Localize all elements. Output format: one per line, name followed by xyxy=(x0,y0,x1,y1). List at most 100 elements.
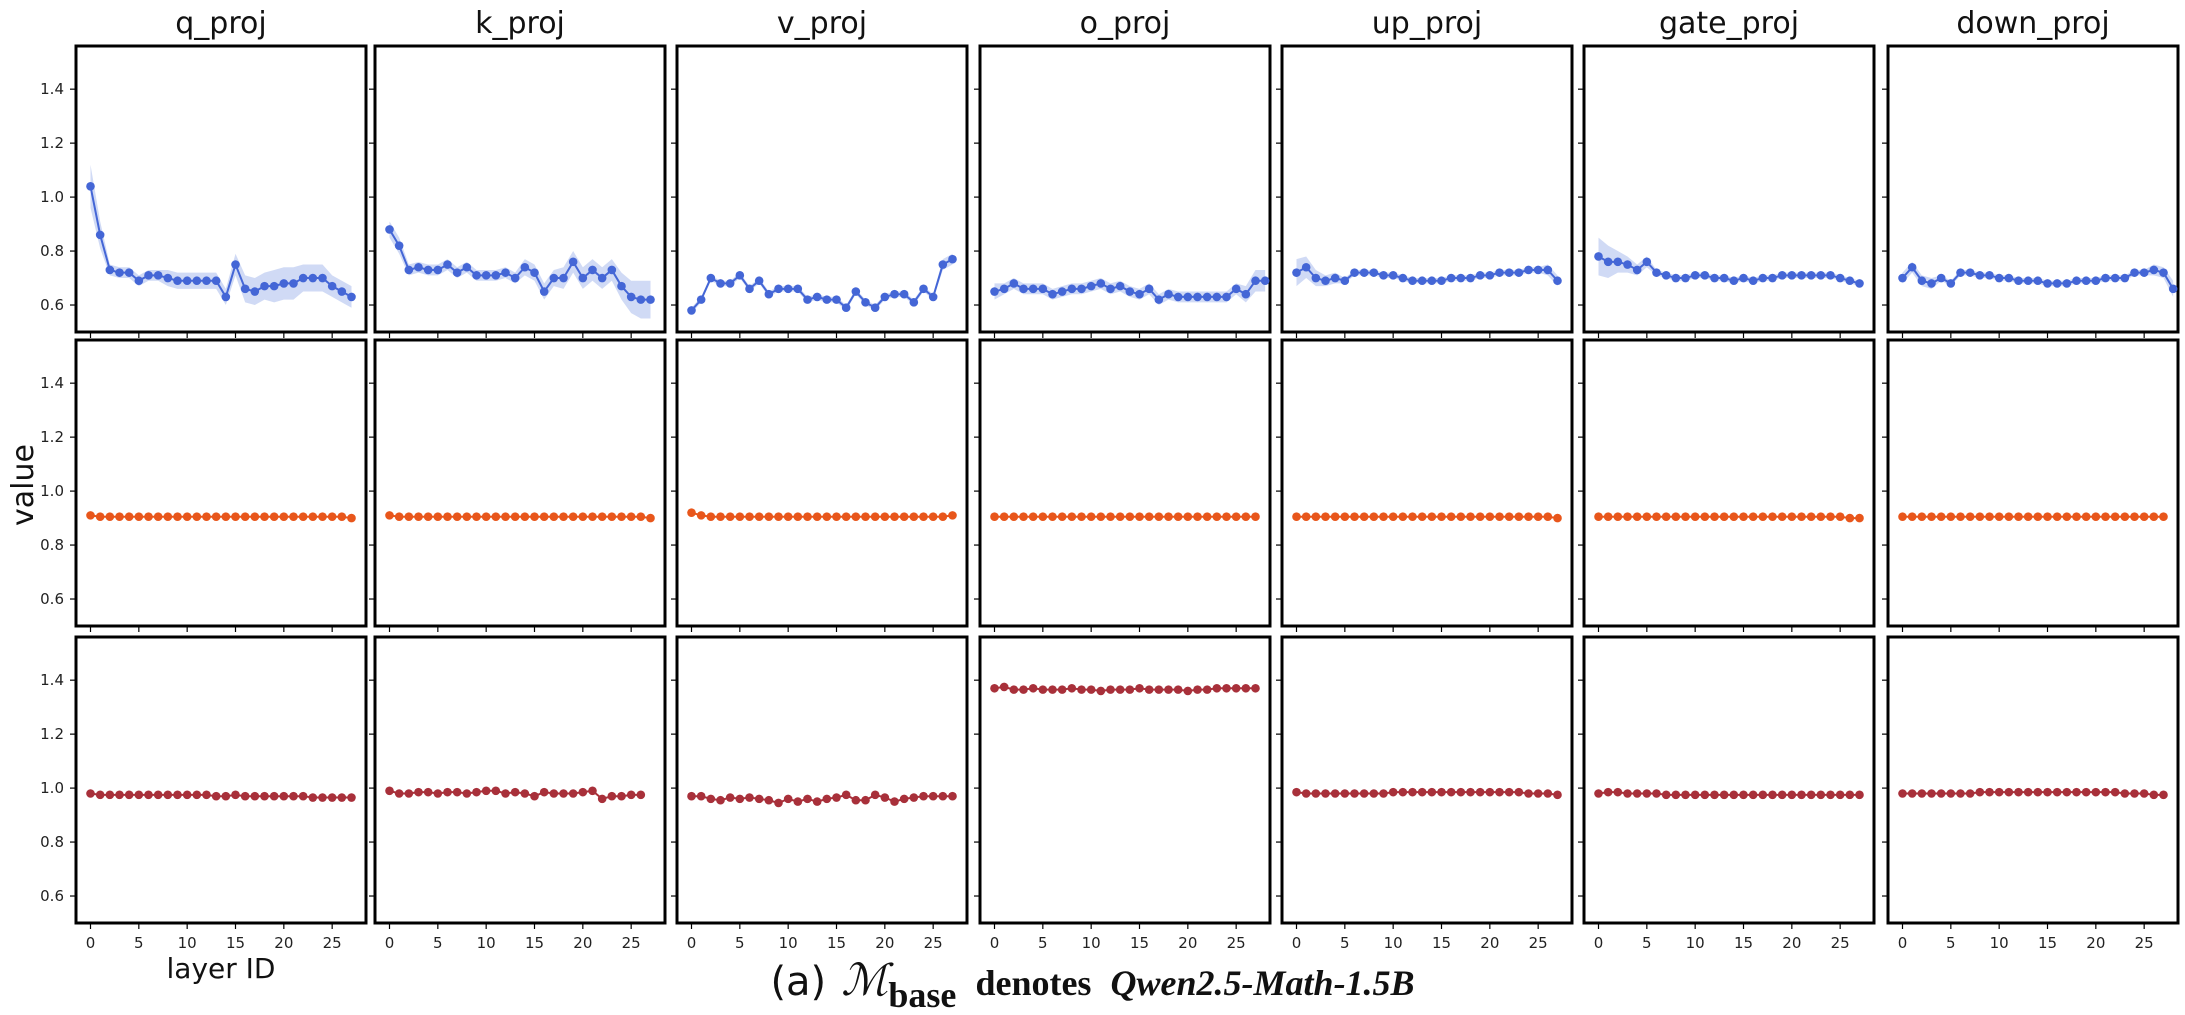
data-point xyxy=(1321,512,1330,522)
data-point xyxy=(607,265,617,275)
data-point xyxy=(1927,789,1936,798)
data-point xyxy=(173,276,182,286)
data-point xyxy=(793,797,803,806)
data-point xyxy=(851,287,861,296)
data-point xyxy=(1729,512,1739,522)
data-point xyxy=(1456,787,1466,797)
x-tick-label: 10 xyxy=(477,934,496,952)
x-tick-label: 5 xyxy=(1642,934,1652,952)
data-point xyxy=(2052,279,2062,288)
data-point xyxy=(1359,268,1369,277)
data-point xyxy=(646,295,655,304)
data-point xyxy=(1661,790,1671,800)
data-point xyxy=(636,295,646,304)
data-point xyxy=(803,295,812,304)
data-point xyxy=(822,295,832,304)
data-point xyxy=(1623,789,1632,798)
data-point xyxy=(2004,787,2014,797)
panel-row3-down_proj: 0 5 10 15 20 25 xyxy=(1882,635,2180,952)
data-point xyxy=(880,292,890,302)
panel-frame xyxy=(1582,44,1876,334)
data-point xyxy=(1826,271,1835,280)
data-point xyxy=(260,791,269,801)
x-tick-label: 15 xyxy=(1130,934,1149,952)
data-point xyxy=(1096,512,1106,522)
data-point xyxy=(549,512,559,522)
data-point xyxy=(754,512,764,522)
data-point xyxy=(86,182,95,191)
data-point xyxy=(1311,789,1321,798)
data-point xyxy=(851,795,861,805)
data-point xyxy=(1067,284,1077,294)
panel-frame xyxy=(1582,338,1876,628)
data-point xyxy=(706,794,716,804)
data-point xyxy=(385,786,394,796)
panel-row2-gate_proj xyxy=(1578,338,1876,632)
data-point xyxy=(1164,289,1173,299)
data-point xyxy=(1077,685,1086,694)
data-point xyxy=(423,787,433,797)
data-point xyxy=(1917,789,1927,798)
data-point xyxy=(696,295,706,304)
data-point xyxy=(481,512,491,522)
data-point xyxy=(211,512,221,522)
data-point xyxy=(1946,789,1956,798)
data-point xyxy=(1369,512,1379,522)
data-point xyxy=(2023,512,2033,522)
data-point xyxy=(1514,512,1524,522)
data-point xyxy=(433,512,443,522)
data-point xyxy=(841,512,851,522)
data-point xyxy=(716,279,725,288)
data-point xyxy=(1241,289,1251,299)
data-point xyxy=(919,284,928,294)
data-point xyxy=(783,512,793,522)
data-point xyxy=(1594,789,1603,798)
data-point xyxy=(2004,512,2014,522)
data-point xyxy=(2139,268,2149,277)
data-point xyxy=(1292,787,1301,797)
data-point xyxy=(1350,268,1359,277)
data-point xyxy=(1067,683,1077,693)
data-point xyxy=(764,289,774,299)
data-point xyxy=(716,512,725,522)
data-point xyxy=(1524,789,1533,798)
series-line-k_proj xyxy=(389,514,651,520)
data-point xyxy=(938,791,948,801)
data-point xyxy=(404,789,414,798)
data-point xyxy=(1898,273,1907,283)
data-point xyxy=(607,512,617,522)
data-point xyxy=(725,279,735,288)
data-point xyxy=(1777,271,1787,280)
data-point xyxy=(597,794,607,804)
data-point xyxy=(803,512,812,522)
panel-row2-down_proj xyxy=(1882,338,2180,632)
data-point xyxy=(1524,512,1533,522)
data-point xyxy=(491,786,501,796)
data-point xyxy=(568,512,578,522)
data-point xyxy=(1019,512,1028,522)
data-point xyxy=(2023,787,2033,797)
data-point xyxy=(221,512,231,522)
data-point xyxy=(1985,787,1994,797)
panel-row1-gate_proj xyxy=(1578,44,1876,338)
y-tick-label: 1.0 xyxy=(40,188,64,206)
data-point xyxy=(1748,512,1758,522)
data-point xyxy=(716,795,725,805)
data-point xyxy=(501,512,510,522)
data-point xyxy=(1898,512,1907,522)
data-point xyxy=(1603,787,1613,797)
data-point xyxy=(2052,787,2062,797)
series-band-k_proj xyxy=(389,221,651,319)
data-point xyxy=(1038,284,1048,294)
panel-row2-up_proj xyxy=(1276,338,1574,632)
data-point xyxy=(95,512,105,522)
data-point xyxy=(202,512,211,522)
data-point xyxy=(510,273,520,283)
data-point xyxy=(192,276,202,286)
data-point xyxy=(510,787,520,797)
caption-symbol: ℳ xyxy=(841,955,889,1006)
panel-row3-o_proj: 0 5 10 15 20 25 xyxy=(974,635,1272,952)
data-point xyxy=(1739,512,1748,522)
data-point xyxy=(1524,265,1533,275)
x-tick-label: 10 xyxy=(1990,934,2009,952)
